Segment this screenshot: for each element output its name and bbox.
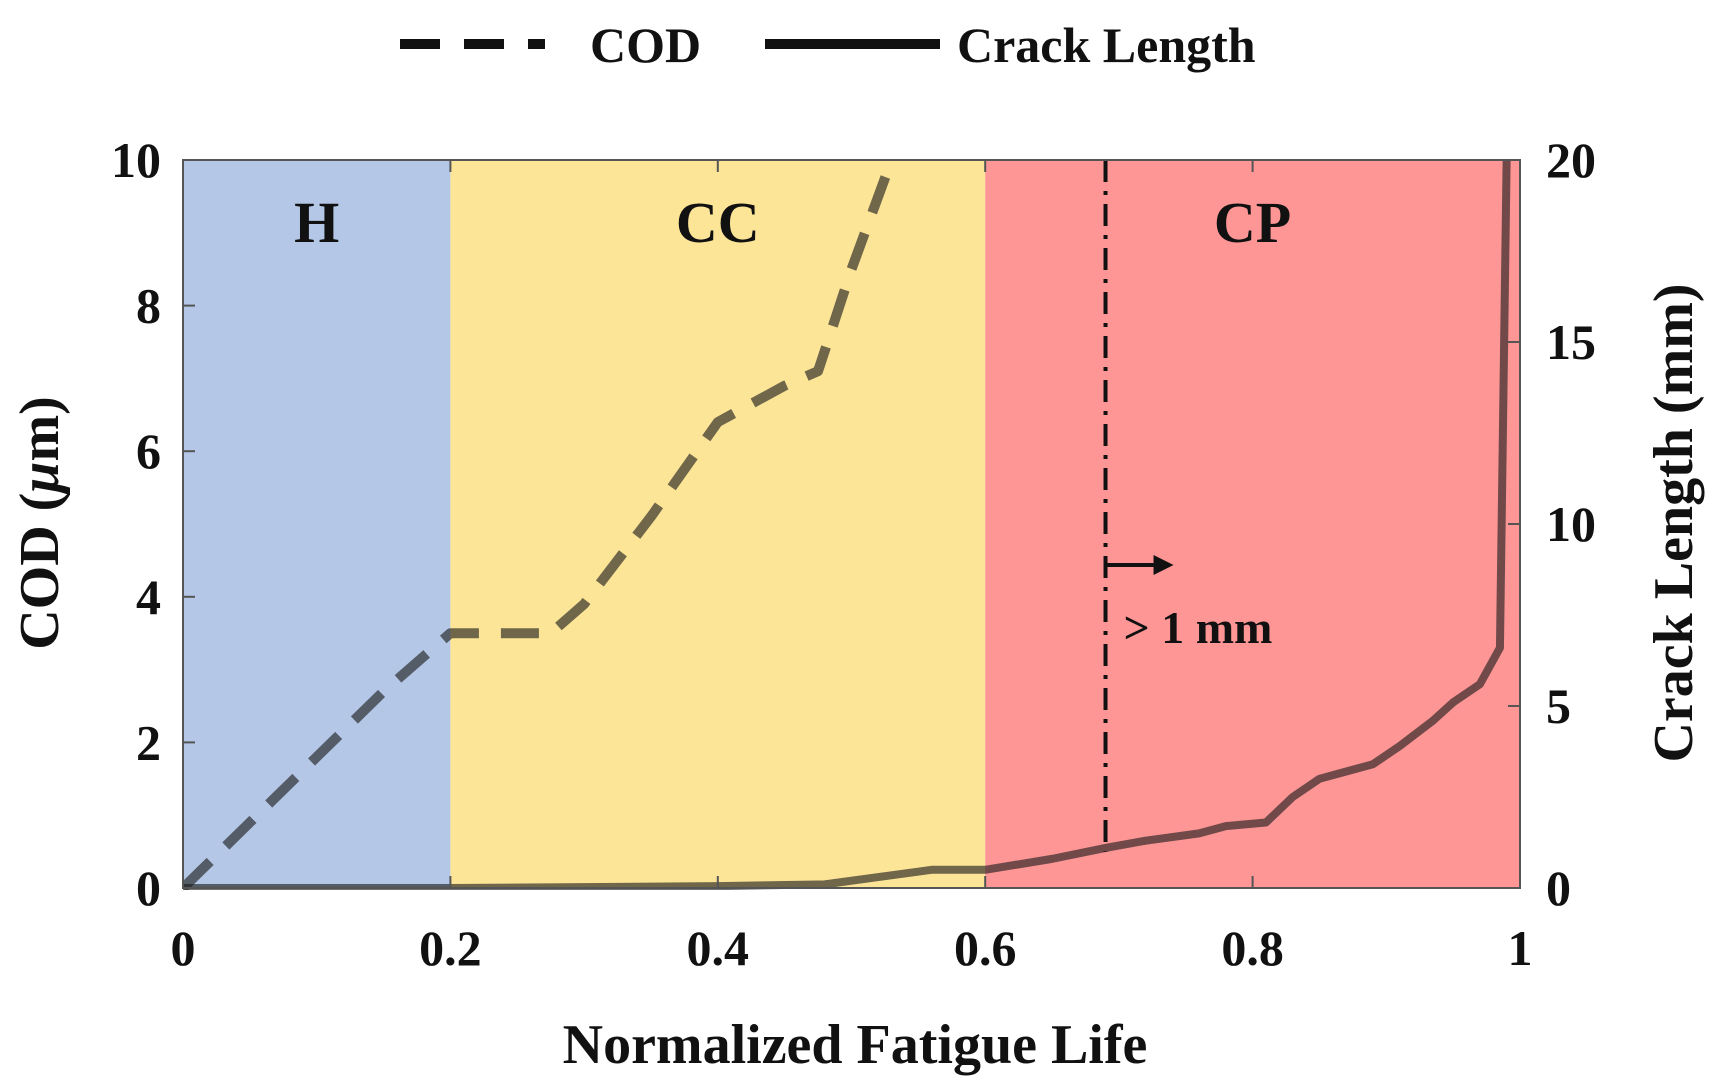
region-label-cc: CC — [676, 190, 760, 255]
y-tick-label-right: 20 — [1546, 132, 1596, 188]
annotation-layer: > 1 mm — [1103, 160, 1273, 852]
x-tick-label: 0 — [171, 920, 196, 976]
y-axis-title-left-mu: μ — [9, 462, 71, 496]
x-tick-label: 0.8 — [1221, 920, 1284, 976]
series-crack-length-line — [183, 159, 1511, 890]
y-tick-label-right: 0 — [1546, 860, 1571, 916]
y-tick-label-left: 0 — [136, 860, 161, 916]
y-tick-label-left: 6 — [136, 423, 161, 479]
x-tick-label: 1 — [1508, 920, 1533, 976]
x-tick-label: 0.4 — [687, 920, 750, 976]
y-tick-label-left: 4 — [136, 569, 161, 625]
region-cp — [985, 160, 1520, 888]
x-tick-label: 0.6 — [954, 920, 1017, 976]
x-tick-label: 0.2 — [419, 920, 482, 976]
y-axis-title-right: Crack Length (mm) — [1643, 283, 1705, 762]
regions: H CC CP — [183, 160, 1520, 888]
annotation-text: > 1 mm — [1124, 602, 1273, 653]
y-tick-label-left: 10 — [111, 132, 161, 188]
region-label-cp: CP — [1214, 190, 1291, 255]
arrowhead-icon — [1153, 555, 1174, 575]
y-tick-label-right: 5 — [1546, 678, 1571, 734]
y-tick-label-right: 15 — [1546, 314, 1596, 370]
legend-label-crack-length: Crack Length — [957, 17, 1256, 73]
region-cc — [450, 160, 986, 888]
y-axis-title-left-unit: m) — [9, 396, 71, 461]
y-tick-label-right: 10 — [1546, 496, 1596, 552]
series-layer — [183, 158, 1511, 890]
series-cod-line — [183, 158, 897, 890]
y-tick-label-left: 8 — [136, 278, 161, 334]
y-tick-label-left: 2 — [136, 714, 161, 770]
legend: COD Crack Length — [400, 17, 1256, 73]
y-axis-title-left: COD (μm) — [9, 396, 71, 650]
x-axis-title: Normalized Fatigue Life — [563, 1014, 1148, 1076]
y-axis-title-left-text: COD ( — [9, 493, 71, 650]
region-label-h: H — [294, 190, 339, 255]
region-h — [183, 160, 451, 888]
legend-label-cod: COD — [590, 17, 701, 73]
